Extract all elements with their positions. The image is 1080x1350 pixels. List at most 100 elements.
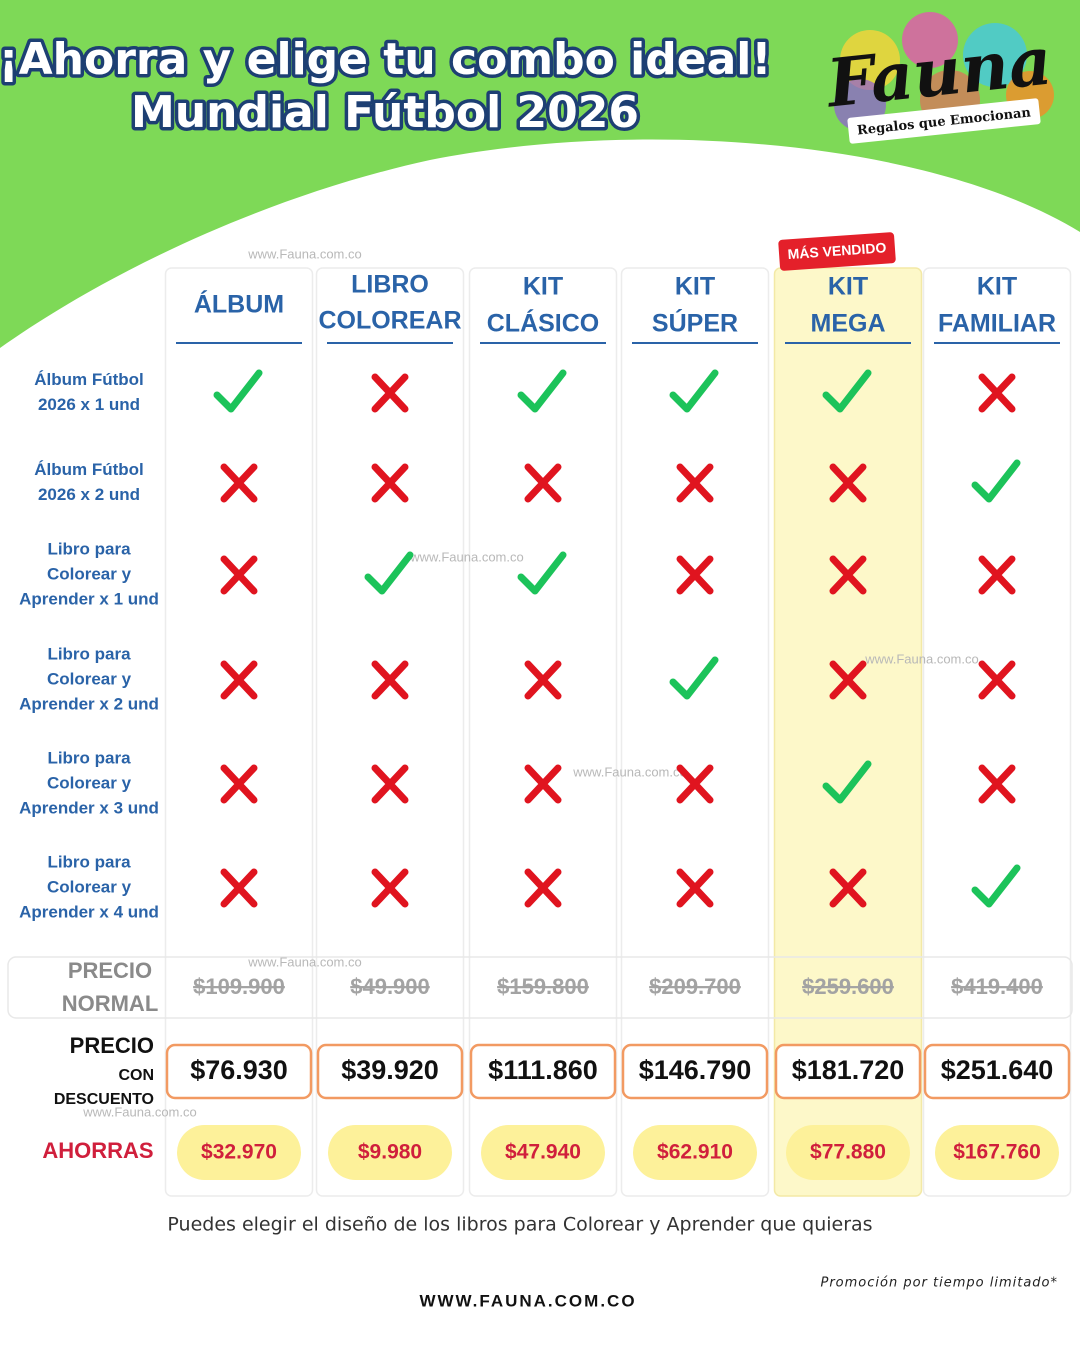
cross-icon — [371, 660, 409, 700]
discount-box — [469, 1043, 617, 1100]
savings-pill — [177, 1125, 301, 1180]
cross-icon — [676, 764, 714, 804]
column-header: SÚPER — [652, 308, 738, 338]
row-label: Álbum Fútbol — [34, 370, 144, 389]
cross-icon — [676, 463, 714, 503]
discount-box — [316, 1043, 464, 1100]
footer-note: Puedes elegir el diseño de los libros pa… — [167, 1214, 872, 1236]
cross-icon — [524, 868, 562, 908]
savings-price: $32.970 — [201, 1141, 277, 1164]
savings-label: AHORRAS — [42, 1138, 153, 1163]
discount-box — [165, 1043, 313, 1100]
row-label: 2026 x 1 und — [38, 395, 140, 414]
cross-icon — [978, 373, 1016, 413]
column-box — [922, 267, 1072, 1197]
check-icon — [364, 551, 414, 595]
check-icon — [517, 551, 567, 595]
discount-price: $111.860 — [488, 1055, 598, 1085]
discount-price: $181.720 — [792, 1055, 905, 1085]
discount-box — [923, 1043, 1071, 1100]
watermark: www.Fauna.com.co — [409, 549, 523, 564]
row-label: 2026 x 2 und — [38, 485, 140, 504]
cross-icon — [829, 555, 867, 595]
savings-price: $77.880 — [810, 1141, 886, 1164]
row-label: Libro para — [47, 852, 131, 871]
savings-price: $62.910 — [657, 1141, 733, 1164]
discount-price: $251.640 — [941, 1055, 1054, 1085]
column-header: CLÁSICO — [487, 309, 600, 338]
header-background — [0, 0, 1080, 348]
cross-icon — [524, 764, 562, 804]
cross-icon — [220, 868, 258, 908]
row-label: Aprender x 3 und — [19, 798, 159, 817]
savings-price: $47.940 — [505, 1141, 581, 1164]
cross-icon — [829, 463, 867, 503]
title-line: Mundial Fútbol 2026 — [131, 87, 639, 138]
normal-price: $109.900 — [193, 974, 285, 999]
watermark: www.Fauna.com.co — [864, 651, 978, 666]
cross-icon — [371, 463, 409, 503]
watermark: www.Fauna.com.co — [247, 954, 361, 969]
cross-icon — [829, 660, 867, 700]
row-label: Colorear y — [47, 564, 132, 583]
row-label: Colorear y — [47, 877, 132, 896]
normal-price-band — [7, 956, 1073, 1019]
badge: MÁS VENDIDO — [778, 232, 896, 271]
watermark: www.Fauna.com.co — [572, 764, 686, 779]
column-box — [164, 267, 314, 1197]
check-icon — [517, 369, 567, 413]
website: WWW.FAUNA.COM.CO — [419, 1291, 636, 1310]
savings-pill — [786, 1125, 910, 1180]
discount-label: PRECIO — [70, 1033, 154, 1058]
savings-price: $9.980 — [358, 1141, 422, 1164]
row-label: Álbum Fútbol — [34, 460, 144, 479]
column-box — [620, 267, 770, 1197]
row-label: Aprender x 1 und — [19, 589, 159, 608]
cross-icon — [524, 463, 562, 503]
badge-box — [778, 232, 896, 271]
cross-icon — [371, 373, 409, 413]
savings-pill — [633, 1125, 757, 1180]
check-icon — [213, 369, 263, 413]
row-label: Colorear y — [47, 773, 132, 792]
highlight-column — [773, 267, 923, 1197]
row-label: Colorear y — [47, 669, 132, 688]
savings-price: $167.760 — [953, 1141, 1041, 1164]
cross-icon — [220, 463, 258, 503]
check-icon — [822, 760, 872, 804]
column-header: COLOREAR — [318, 307, 461, 335]
savings-pill — [935, 1125, 1059, 1180]
badge-text: MÁS VENDIDO — [787, 239, 887, 262]
cross-icon — [371, 764, 409, 804]
row-label: Libro para — [47, 539, 131, 558]
column-header: KIT — [523, 273, 563, 301]
check-icon — [971, 864, 1021, 908]
row-label: Libro para — [47, 748, 131, 767]
cross-icon — [978, 660, 1016, 700]
cross-icon — [220, 764, 258, 804]
normal-price: $49.900 — [350, 974, 430, 999]
column-header: ÁLBUM — [194, 290, 284, 319]
column-header: FAMILIAR — [938, 310, 1056, 338]
savings-pill — [328, 1125, 452, 1180]
check-icon — [971, 459, 1021, 503]
normal-price: $209.700 — [649, 974, 741, 999]
normal-price: $259.600 — [802, 974, 894, 999]
cross-icon — [978, 555, 1016, 595]
cross-icon — [829, 868, 867, 908]
row-label: Aprender x 4 und — [19, 902, 159, 921]
normal-price: $159.800 — [497, 974, 589, 999]
cross-icon — [371, 868, 409, 908]
cross-icon — [524, 660, 562, 700]
cross-icon — [978, 764, 1016, 804]
column-header: LIBRO — [351, 271, 429, 299]
watermark: www.Fauna.com.co — [82, 1104, 196, 1119]
promo-note: Promoción por tiempo limitado* — [821, 1276, 1059, 1291]
discount-label: CON — [118, 1067, 154, 1084]
column-header: KIT — [977, 273, 1017, 301]
cross-icon — [676, 868, 714, 908]
column-header: KIT — [828, 273, 868, 301]
check-icon — [669, 369, 719, 413]
watermark: www.Fauna.com.co — [247, 246, 361, 261]
